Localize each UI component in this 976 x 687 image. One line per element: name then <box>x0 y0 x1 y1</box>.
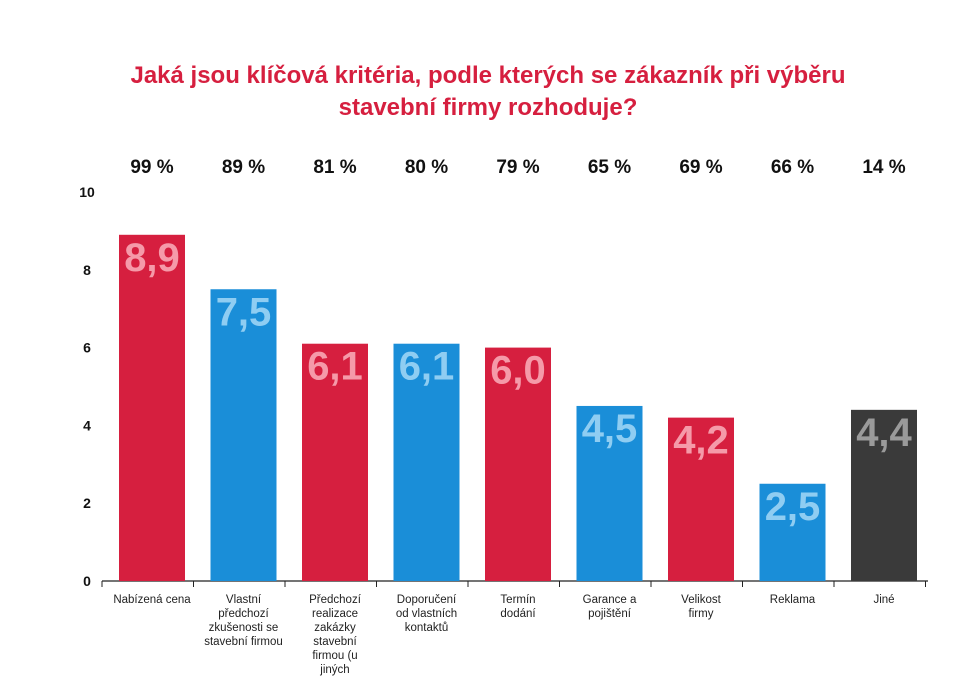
category-label-line: firmou (u <box>312 650 357 662</box>
category-label-line: jiných <box>319 664 349 676</box>
category-label: Reklama <box>770 594 816 606</box>
bar-value-label: 4,2 <box>673 419 729 463</box>
bar-value-label: 6,1 <box>307 345 363 389</box>
category-label: Nabízená cena <box>113 594 191 606</box>
y-tick-label: 8 <box>83 262 91 278</box>
bar-value-label: 2,5 <box>765 485 821 529</box>
category-label-line: firmy <box>689 608 714 620</box>
category-label-line: stavební <box>313 636 357 648</box>
category-label-line: realizace <box>312 608 358 620</box>
bar-value-label: 6,1 <box>399 345 455 389</box>
bar <box>210 289 277 581</box>
bar <box>668 417 734 581</box>
y-tick-label: 0 <box>83 573 91 589</box>
category-label-line: Termín <box>500 594 535 606</box>
percentage-label: 14 % <box>862 157 905 178</box>
category-label-line: Velikost <box>681 594 721 606</box>
bar <box>851 409 917 581</box>
category-label-line: zkušenosti se <box>209 622 279 634</box>
category-label-line: od vlastních <box>396 608 457 620</box>
category-label: Předchozí realizace zakázky stavební firmou … <box>309 594 362 676</box>
category-label-line: Vlastní <box>226 594 262 606</box>
bar <box>759 483 826 581</box>
chart-title: Jaká jsou klíčová kritéria, podle kterýc… <box>0 60 976 124</box>
y-tick-label: 6 <box>83 340 91 356</box>
percentage-label: 79 % <box>496 157 539 178</box>
category-label-line: Jiné <box>873 594 894 606</box>
bar-value-label: 7,5 <box>216 290 272 334</box>
bar <box>576 405 643 581</box>
category-label-line: Garance a <box>583 594 637 606</box>
category-label-line: kontaktů <box>405 622 448 634</box>
category-label-line: pojištění <box>588 608 632 620</box>
category-label-line: dodání <box>500 608 536 620</box>
category-label: Vlastní předchozí zkušenosti se stavební fi… <box>204 594 283 648</box>
category-label: Doporučení od vlastních kontaktů <box>396 594 457 634</box>
bar <box>119 234 185 582</box>
category-label-line: Reklama <box>770 594 816 606</box>
y-tick-label: 4 <box>83 417 91 433</box>
bar-value-label: 8,9 <box>124 236 180 280</box>
percentage-label: 80 % <box>405 157 448 178</box>
y-tick-label: 2 <box>83 495 91 511</box>
y-tick-label: 10 <box>79 184 95 200</box>
category-label-line: Předchozí <box>309 594 362 606</box>
percentage-label: 89 % <box>222 157 265 178</box>
category-label: Termín dodání <box>500 594 536 620</box>
category-label-line: předchozí <box>218 608 269 620</box>
percentage-label: 65 % <box>588 157 631 178</box>
percentage-label: 69 % <box>679 157 722 178</box>
category-label-line: stavební firmou <box>204 636 283 648</box>
category-label: Jiné <box>873 594 894 606</box>
bar-value-label: 4,4 <box>856 411 912 455</box>
chart-title-line-2: stavební firmy rozhoduje? <box>338 94 638 121</box>
bar-value-label: 4,5 <box>582 407 638 451</box>
category-label-line: zakázky <box>314 622 356 634</box>
bar <box>393 343 460 581</box>
chart-title-line-1: Jaká jsou klíčová kritéria, podle kterýc… <box>130 62 846 89</box>
percentage-label: 66 % <box>771 157 814 178</box>
category-label-line: Doporučení <box>397 594 457 606</box>
percentage-label: 81 % <box>313 157 356 178</box>
category-label-line: Nabízená cena <box>113 594 191 606</box>
category-label: Garance a pojištění <box>583 594 637 620</box>
bar-value-label: 6,0 <box>490 349 546 393</box>
category-label: Velikost firmy <box>681 594 721 620</box>
percentage-label: 99 % <box>130 157 173 178</box>
bar <box>302 343 368 581</box>
bar <box>485 347 551 581</box>
